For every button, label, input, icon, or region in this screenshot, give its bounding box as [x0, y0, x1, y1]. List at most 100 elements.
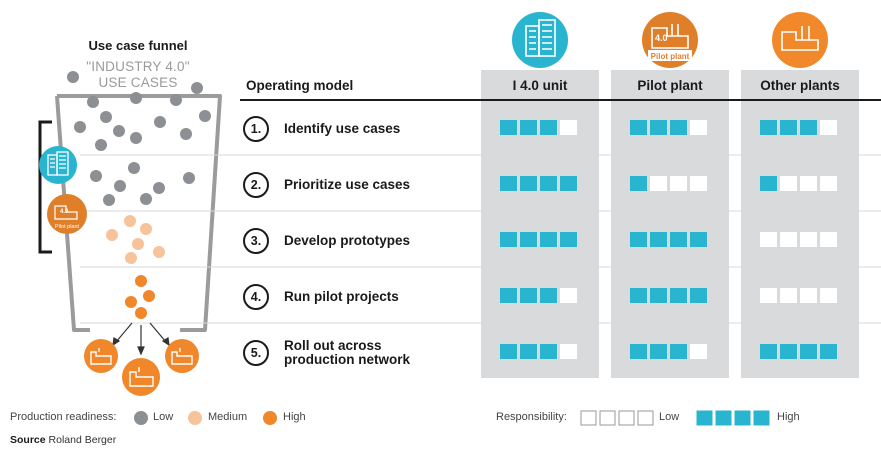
responsibility-square-empty: [650, 176, 667, 191]
responsibility-square-filled: [630, 176, 647, 191]
responsibility-square-empty: [670, 176, 687, 191]
step-number: 5.: [243, 340, 269, 366]
source-prefix: Source: [10, 434, 46, 446]
medium-readiness-dots: [106, 215, 165, 264]
responsibility-square-empty: [800, 176, 817, 191]
responsibility-square-filled: [650, 120, 667, 135]
legend-square-empty: [637, 410, 654, 426]
factory-icon: 4.0 Pilot plant: [642, 12, 698, 68]
step-label-line2: production network: [284, 352, 410, 367]
step-label: Identify use cases: [284, 121, 401, 136]
legend-resp-high-label: High: [777, 411, 800, 423]
source-text: Roland Berger: [48, 434, 117, 446]
legend-medium-dot: [188, 411, 202, 425]
column-panel-other-plants: [741, 70, 859, 378]
responsibility-square-empty: [690, 120, 707, 135]
column-panel-i40-unit: [481, 70, 599, 378]
funnel-title: Use case funnel: [88, 38, 188, 53]
funnel-bracket: [38, 120, 52, 254]
funnel-subtitle: "INDUSTRY 4.0" USE CASES: [68, 59, 208, 91]
responsibility-square-filled: [630, 232, 647, 247]
column-panel-pilot-plant: [611, 70, 729, 378]
legend-responsibility-label: Responsibility:: [496, 411, 567, 423]
step-number: 3.: [243, 228, 269, 254]
responsibility-square-filled: [650, 344, 667, 359]
responsibility-square-filled: [500, 120, 517, 135]
low-readiness-dots: [67, 71, 211, 206]
legend-low-dot: [134, 411, 148, 425]
responsibility-square-filled: [780, 120, 797, 135]
responsibility-square-filled: [760, 176, 777, 191]
responsibility-square-empty: [820, 288, 837, 303]
responsibility-square-filled: [670, 120, 687, 135]
responsibility-square-empty: [690, 176, 707, 191]
responsibility-square-empty: [780, 288, 797, 303]
plant-output-icons: [84, 339, 199, 396]
responsibility-square-filled: [540, 288, 557, 303]
funnel-subtitle-line2: USE CASES: [98, 75, 178, 90]
funnel-pilot-badge: 4.0 Pilot plant: [47, 194, 87, 234]
responsibility-square-filled: [650, 232, 667, 247]
legend-high-label: High: [283, 411, 306, 423]
responsibility-square-filled: [520, 176, 537, 191]
source-note: Source Roland Berger: [10, 434, 116, 446]
responsibility-square-empty: [560, 344, 577, 359]
pilot-badge-number: 4.0: [655, 33, 668, 43]
svg-text:Pilot plant: Pilot plant: [55, 224, 80, 230]
step-label: Develop prototypes: [284, 233, 411, 248]
responsibility-square-filled: [800, 120, 817, 135]
legend-readiness-label: Production readiness:: [10, 411, 117, 423]
responsibility-square-empty: [560, 120, 577, 135]
responsibility-square-filled: [500, 288, 517, 303]
responsibility-square-filled: [540, 120, 557, 135]
column-header-other-plants: Other plants: [760, 78, 840, 93]
responsibility-square-filled: [630, 288, 647, 303]
responsibility-square-filled: [800, 344, 817, 359]
responsibility-square-empty: [760, 232, 777, 247]
legend-medium-label: Medium: [208, 411, 248, 423]
pilot-badge-caption: Pilot plant: [651, 52, 690, 61]
legend-square-empty: [599, 410, 616, 426]
high-readiness-dots: [125, 275, 155, 319]
legend-square-filled: [753, 410, 770, 426]
legend-square-filled: [696, 410, 713, 426]
funnel-subtitle-line1: "INDUSTRY 4.0": [86, 59, 190, 74]
building-icon: [512, 12, 568, 68]
responsibility-square-filled: [500, 232, 517, 247]
responsibility-square-filled: [670, 232, 687, 247]
responsibility-square-filled: [520, 344, 537, 359]
responsibility-square-filled: [670, 288, 687, 303]
step-number: 4.: [243, 284, 269, 310]
responsibility-square-filled: [540, 344, 557, 359]
step-label: Run pilot projects: [284, 289, 399, 304]
column-header-pilot-plant: Pilot plant: [637, 78, 703, 93]
responsibility-square-filled: [540, 176, 557, 191]
responsibility-square-empty: [560, 288, 577, 303]
responsibility-square-filled: [670, 344, 687, 359]
responsibility-square-filled: [760, 344, 777, 359]
funnel-unit-badge: [39, 146, 77, 184]
legend-square-empty: [618, 410, 635, 426]
responsibility-square-filled: [820, 344, 837, 359]
responsibility-square-filled: [760, 120, 777, 135]
step-label: Roll out across production network: [284, 339, 410, 367]
responsibility-square-filled: [560, 232, 577, 247]
column-header-i40-unit: I 4.0 unit: [512, 78, 568, 93]
step-label-line1: Roll out across: [284, 338, 382, 353]
responsibility-square-filled: [500, 176, 517, 191]
legend-low-label: Low: [153, 411, 174, 423]
factory-icon: [772, 12, 828, 68]
step-number: 1.: [243, 116, 269, 142]
responsibility-square-empty: [800, 232, 817, 247]
responsibility-square-filled: [520, 288, 537, 303]
responsibility-square-filled: [780, 344, 797, 359]
responsibility-square-empty: [780, 176, 797, 191]
responsibility-square-filled: [690, 288, 707, 303]
legend-resp-low-label: Low: [659, 411, 680, 423]
responsibility-square-filled: [630, 344, 647, 359]
responsibility-square-empty: [820, 232, 837, 247]
legend-high-dot: [263, 411, 277, 425]
legend-square-filled: [715, 410, 732, 426]
responsibility-square-empty: [780, 232, 797, 247]
